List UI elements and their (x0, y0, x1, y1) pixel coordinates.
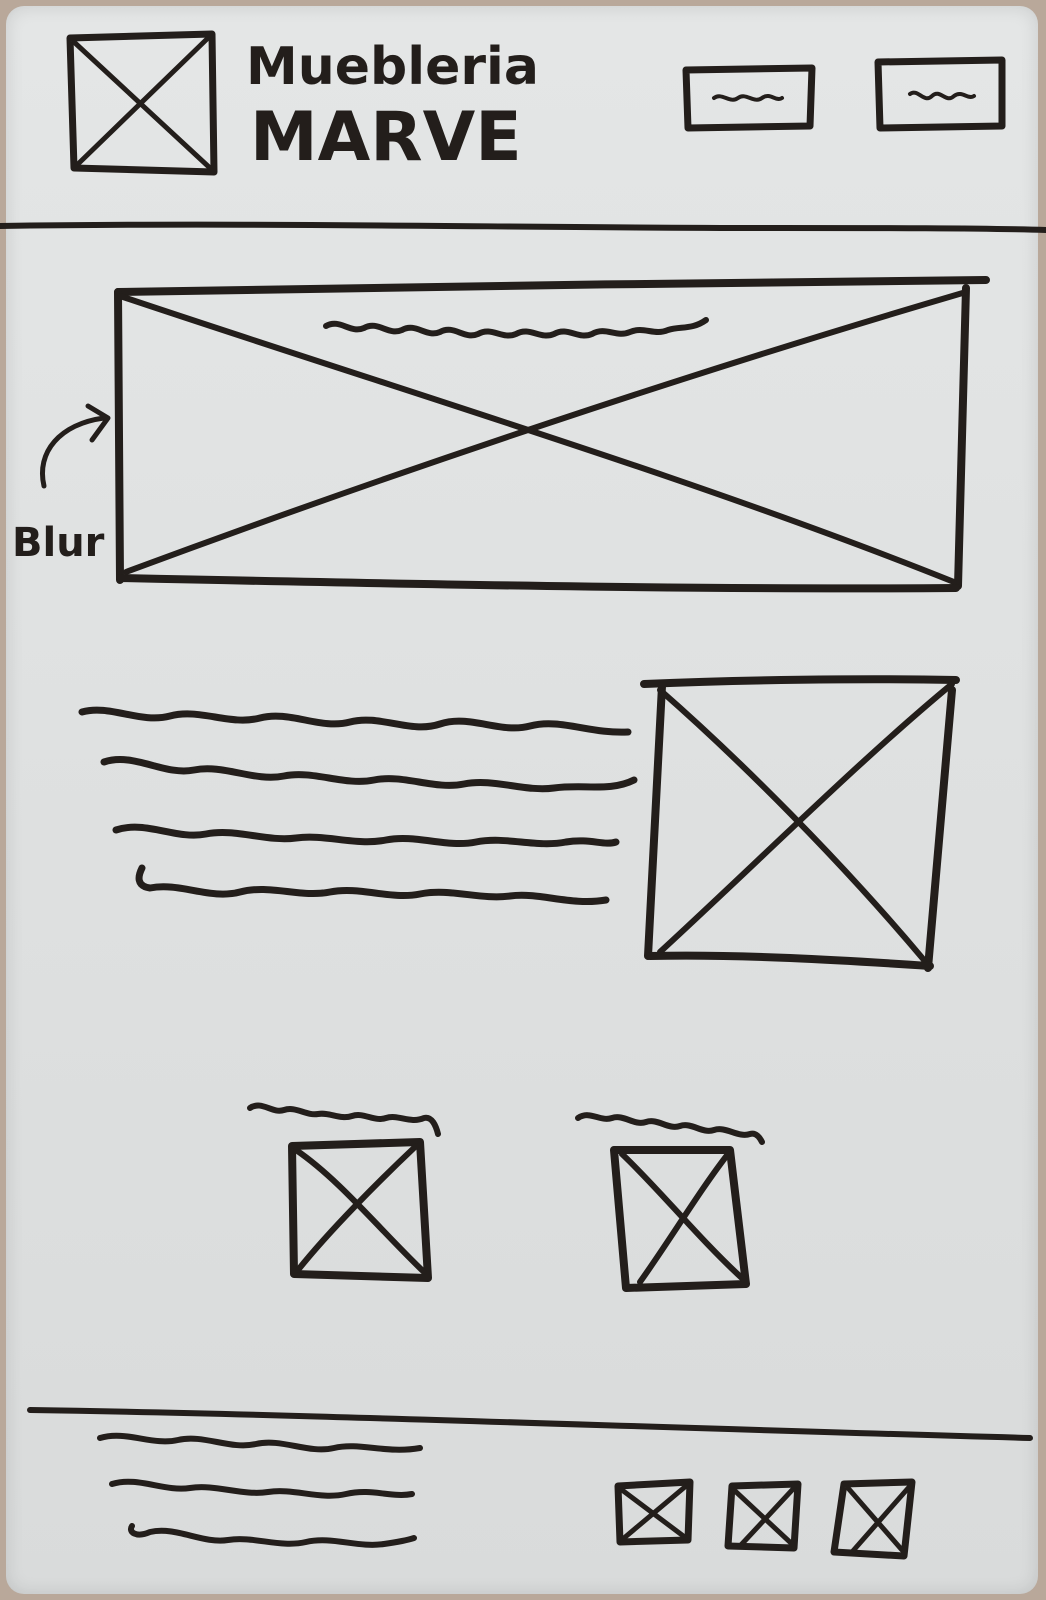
hero-image-placeholder[interactable] (114, 276, 990, 593)
footer (27, 1407, 1033, 1560)
hero-banner: Blur (12, 276, 990, 593)
blur-annotation-label: Blur (12, 520, 105, 566)
annotation-arrow (40, 415, 107, 489)
product-card-2-image-placeholder[interactable] (610, 1146, 750, 1292)
product-card-1[interactable] (247, 1102, 441, 1282)
header: Muebleria MARVE (0, 30, 1046, 233)
social-icon-1[interactable] (614, 1478, 694, 1546)
product-card-1-image-placeholder[interactable] (288, 1138, 432, 1282)
text-line-1 (78, 706, 632, 736)
annotation-arrowhead (85, 403, 111, 443)
about-text-scribbles (78, 706, 638, 906)
hero-title-scribble (323, 317, 709, 339)
footer-line-2 (109, 1478, 415, 1499)
logo-image-placeholder[interactable] (66, 30, 218, 176)
footer-divider (27, 1407, 1033, 1441)
social-icons (614, 1478, 916, 1560)
blur-annotation: Blur (12, 403, 111, 566)
header-divider (0, 221, 1046, 233)
nav-button-1-label-scribble (712, 94, 784, 102)
product-card-2-title-scribble (575, 1112, 765, 1145)
text-line-4 (135, 864, 610, 906)
text-line-2 (100, 756, 638, 793)
footer-line-1 (97, 1432, 423, 1453)
brand-name-line1: Muebleria (246, 37, 539, 97)
about-image-placeholder[interactable] (640, 675, 960, 972)
about-section (78, 675, 960, 972)
footer-line-3 (128, 1523, 417, 1548)
product-card-2[interactable] (575, 1112, 765, 1292)
nav-button-2-label-scribble (908, 90, 976, 101)
social-icon-2[interactable] (724, 1480, 802, 1552)
nav-button-1[interactable] (682, 64, 816, 132)
social-icon-3[interactable] (830, 1478, 916, 1560)
product-cards (247, 1102, 765, 1292)
whiteboard (6, 6, 1038, 1594)
text-line-3 (112, 823, 620, 848)
brand-name-line2: MARVE (250, 98, 522, 177)
nav-button-2[interactable] (874, 56, 1006, 132)
product-card-1-title-scribble (247, 1102, 441, 1137)
footer-text-scribbles (97, 1432, 423, 1548)
